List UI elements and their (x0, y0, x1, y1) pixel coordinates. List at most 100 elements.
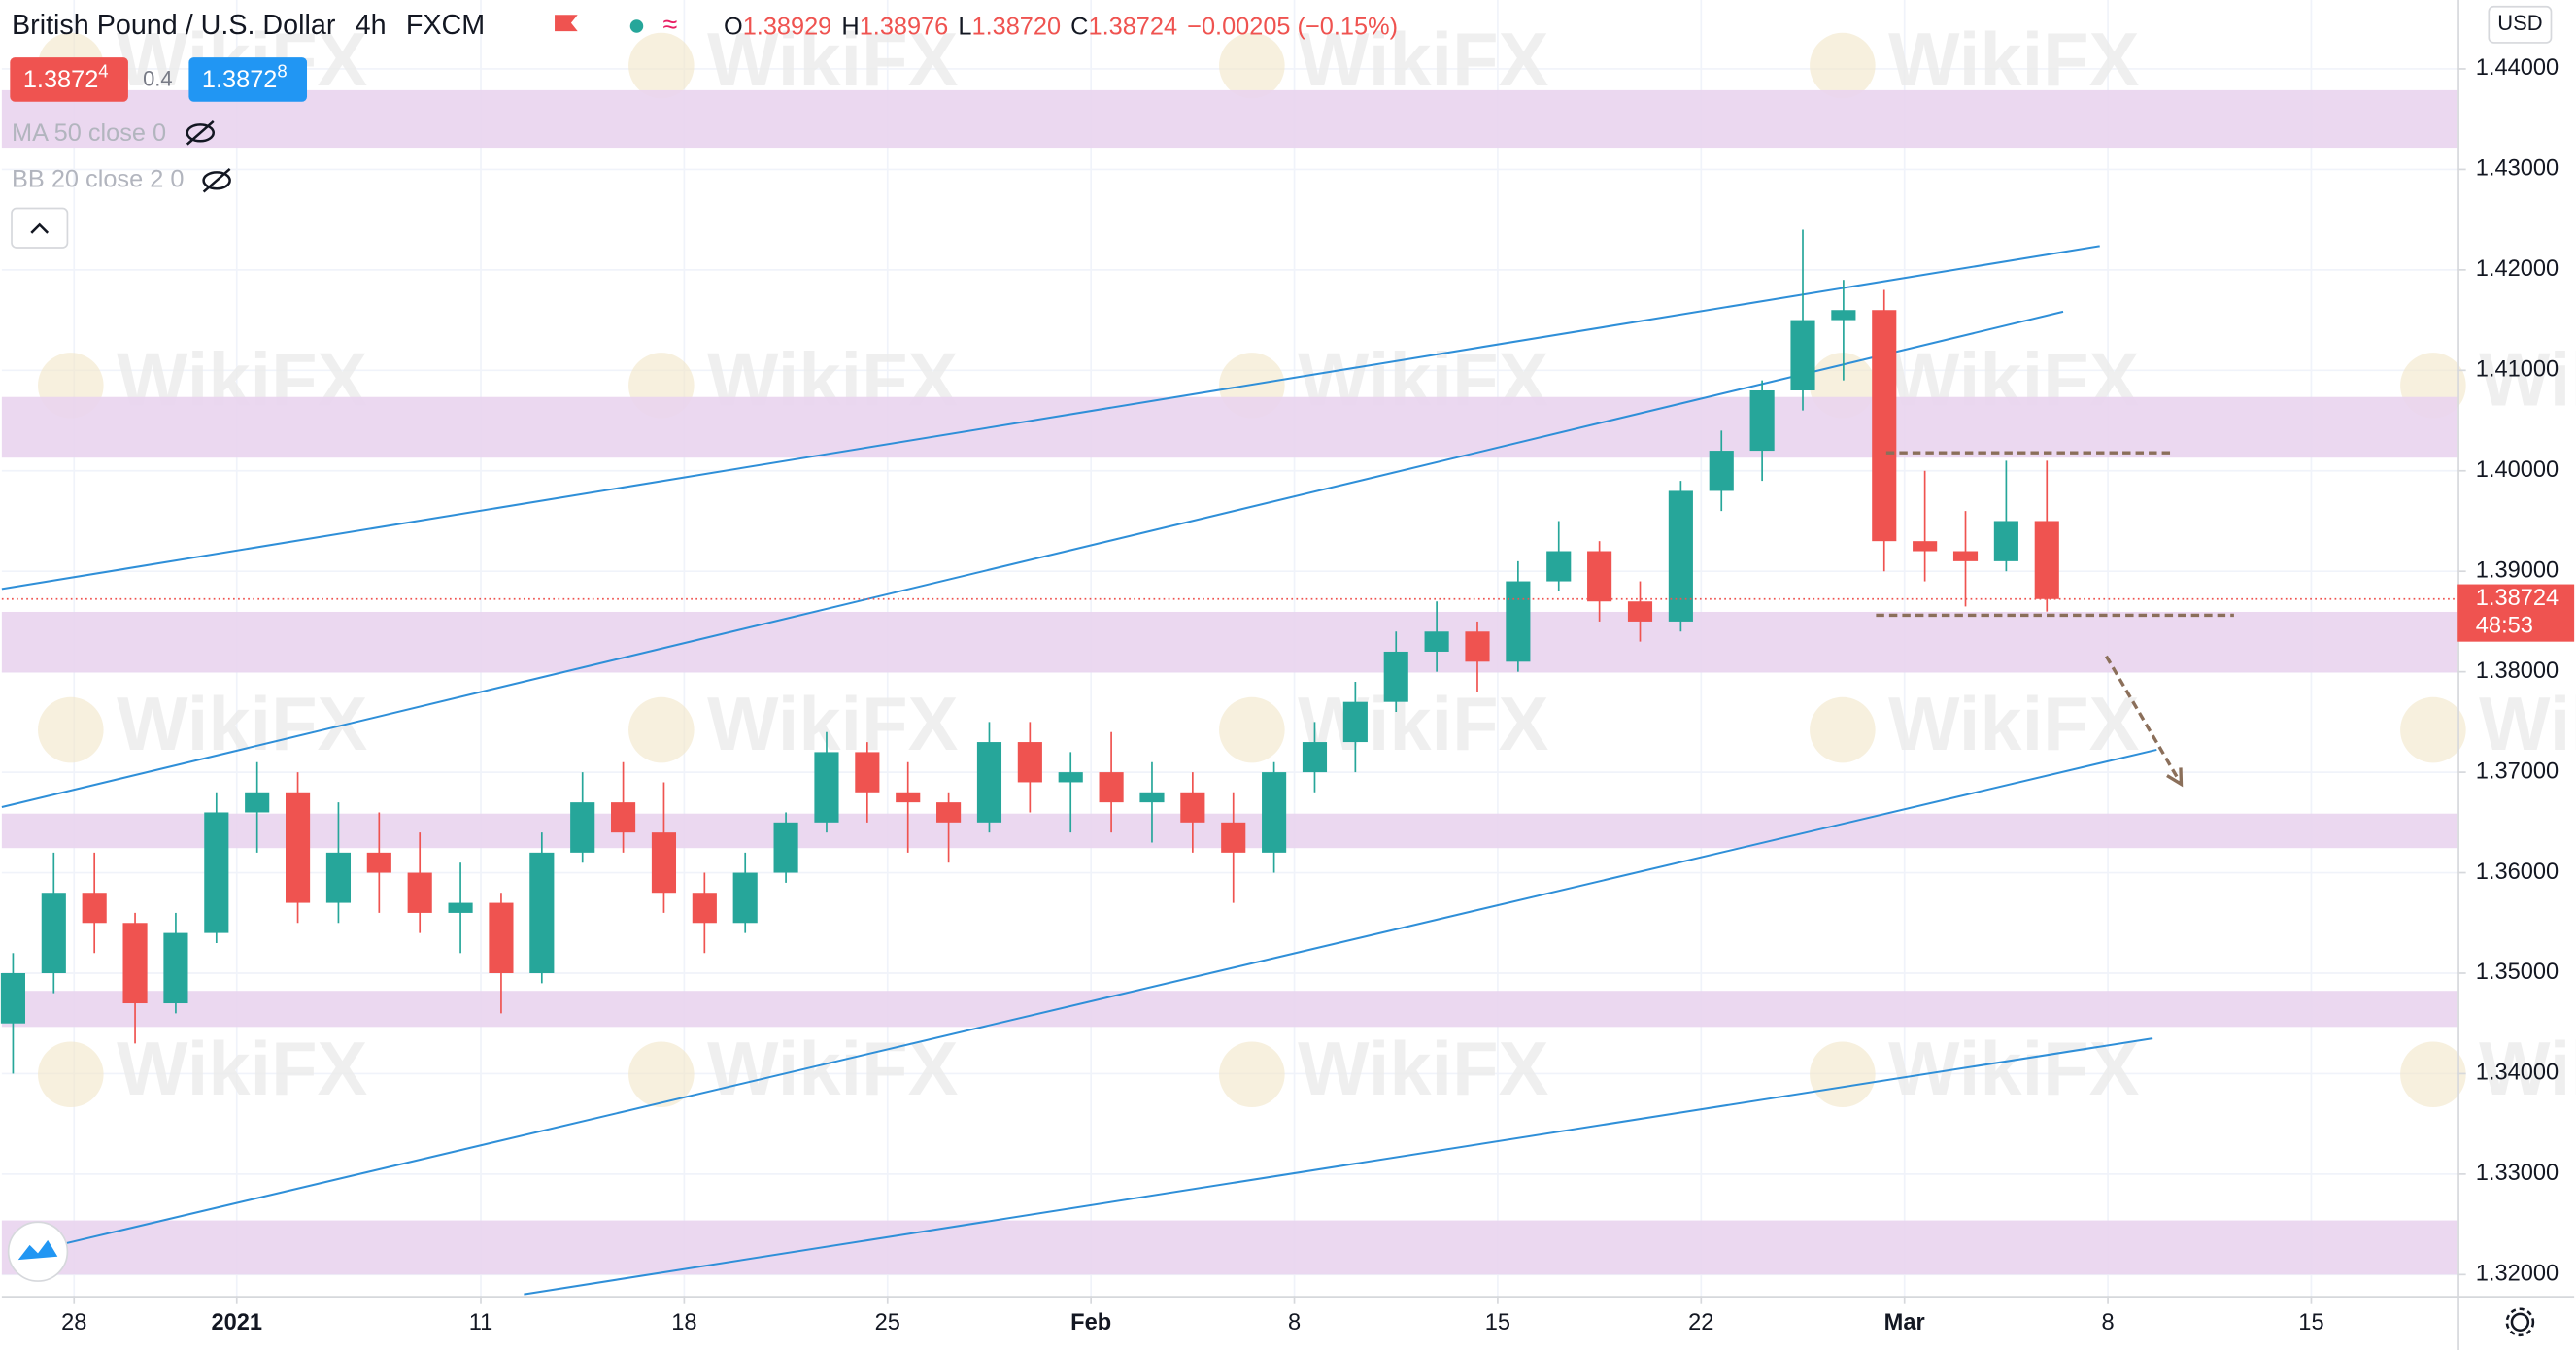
zone (1, 1220, 2458, 1275)
y-tick-label: 1.40000 (2476, 457, 2559, 483)
interval: 4h (356, 10, 387, 41)
status-dot (629, 19, 644, 33)
candle-body (692, 893, 717, 924)
hide-icon[interactable] (186, 120, 216, 146)
x-tick-label: 15 (2298, 1310, 2323, 1335)
currency[interactable]: USD (2497, 11, 2542, 35)
candle-body (1709, 451, 1734, 491)
x-tick-label: 25 (875, 1310, 900, 1335)
watermark: WikiFX (707, 1028, 958, 1111)
sell-button[interactable] (10, 57, 128, 102)
candle-body (1262, 772, 1287, 853)
trendline (1, 245, 2100, 591)
hide-icon[interactable] (202, 168, 231, 193)
candle-body (1221, 822, 1246, 853)
watermark: WikiFX (2479, 683, 2576, 766)
ohlc-key: L (958, 13, 971, 40)
watermark-logo (1219, 32, 1285, 99)
candle-body (41, 893, 66, 973)
x-tick-label: 28 (61, 1310, 86, 1335)
collapse-icon (30, 222, 50, 234)
settings-icon[interactable] (2505, 1307, 2535, 1337)
candle-body (1180, 792, 1205, 823)
watermark: WikiFX (1298, 1028, 1548, 1111)
candle-body (651, 832, 677, 894)
sell-main: 1.3872 (23, 65, 98, 92)
buy-button[interactable] (188, 57, 308, 102)
ohlc-key: O (724, 13, 743, 40)
currency-box[interactable] (2488, 5, 2553, 44)
watermark: WikiFX (1888, 1028, 2139, 1111)
buy-pip: 8 (277, 60, 287, 81)
watermark-logo (1219, 696, 1285, 763)
ohlc-key: H (841, 13, 859, 40)
candle-body (896, 792, 921, 803)
arrow-head (2166, 767, 2184, 788)
candle-body (570, 802, 595, 853)
candle-body (1913, 541, 1938, 552)
candle-body (1668, 490, 1693, 622)
ohlc-values: O1.38929 H1.38976 L1.38720 C1.38724 −0.00205… (724, 13, 1398, 40)
candle-body (245, 792, 270, 813)
candle-body (1017, 742, 1042, 783)
candle-body (1506, 581, 1531, 662)
x-tick-label: 11 (469, 1310, 493, 1335)
candle-body (1139, 792, 1165, 803)
buy-price[interactable]: 1.38728 (202, 60, 288, 92)
watermark: WikiFX (117, 683, 367, 766)
y-tick-label: 1.42000 (2476, 256, 2559, 282)
candle-body (1546, 551, 1572, 582)
watermark-logo (2400, 696, 2466, 763)
y-tick-label: 1.35000 (2476, 960, 2559, 985)
sell-pip: 4 (98, 60, 108, 81)
candle-body (2034, 521, 2059, 599)
indicator-label[interactable]: BB 20 close 2 0 (12, 165, 184, 192)
candle-body (976, 742, 1002, 823)
candle-body (0, 972, 25, 1024)
watermark: WikiFX (2479, 1028, 2576, 1111)
candle-body (122, 923, 148, 1004)
y-tick-label: 1.32000 (2476, 1262, 2559, 1287)
y-tick-label: 1.41000 (2476, 357, 2559, 383)
candle-body (489, 902, 514, 973)
x-tick-label: 2021 (211, 1310, 262, 1335)
candle-body (529, 852, 555, 973)
watermark-logo (628, 1041, 695, 1108)
trendline (1, 310, 2064, 808)
change: −0.00205 (−0.15%) (1187, 13, 1398, 40)
x-tick-label: 18 (671, 1310, 696, 1335)
x-tick-label: 8 (2102, 1310, 2115, 1335)
candle-body (1383, 651, 1408, 702)
ohlc-key: C (1070, 13, 1088, 40)
ohlc-value: 1.38976 (860, 13, 949, 40)
candle-body (1587, 551, 1612, 602)
x-tick-label: 22 (1688, 1310, 1713, 1335)
ohlc-value: 1.38929 (743, 13, 832, 40)
watermark-logo (1810, 1041, 1876, 1108)
candle-body (407, 872, 432, 913)
x-tick-label: 8 (1288, 1310, 1301, 1335)
watermark-logo (628, 696, 695, 763)
watermark-logo (1810, 696, 1876, 763)
logo[interactable] (7, 1221, 69, 1282)
watermark: WikiFX (117, 1028, 367, 1111)
last-price-tag (2457, 584, 2575, 642)
candle-body (204, 812, 229, 933)
candle-body (732, 872, 758, 924)
watermark-logo (628, 32, 695, 99)
collapse-button[interactable] (11, 207, 69, 249)
spread: 0.4 (143, 67, 173, 91)
y-tick-label: 1.34000 (2476, 1061, 2559, 1086)
zone (1, 611, 2458, 673)
y-tick-label: 1.33000 (2476, 1161, 2559, 1186)
flag-icon[interactable] (555, 15, 578, 32)
x-tick-label: Feb (1070, 1310, 1111, 1335)
sell-price[interactable]: 1.38724 (23, 60, 109, 92)
indicator-label[interactable]: MA 50 close 0 (12, 119, 166, 147)
watermark-logo (1810, 32, 1876, 99)
zone (1, 89, 2458, 149)
ohlc-value: 1.38724 (1088, 13, 1177, 40)
candle-body (814, 752, 839, 823)
